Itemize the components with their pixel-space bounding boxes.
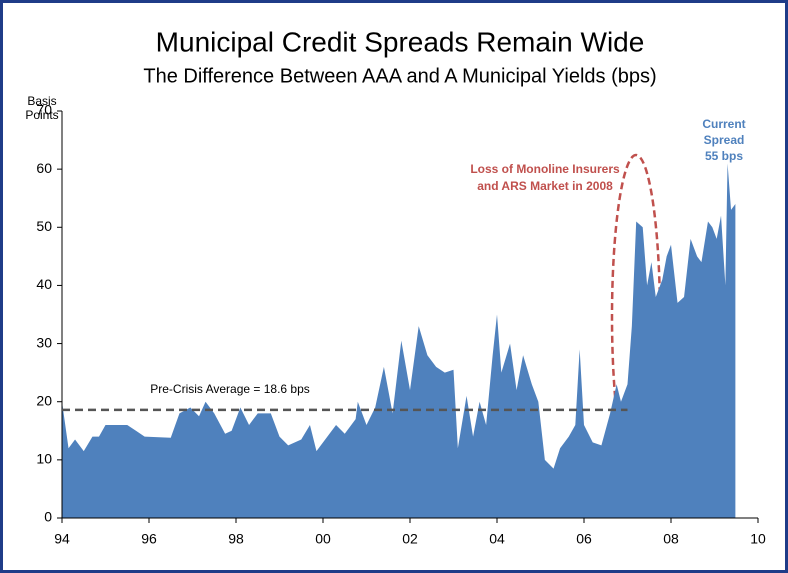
y-tick-label: 10 <box>36 451 52 467</box>
x-tick-label: 06 <box>576 531 592 547</box>
annotation: Current <box>702 117 745 131</box>
reference-label: Pre-Crisis Average = 18.6 bps <box>150 382 310 396</box>
y-tick-label: 60 <box>36 160 52 176</box>
y-tick-label: 20 <box>36 392 52 408</box>
annotation: Loss of Monoline Insurers <box>470 162 620 176</box>
y-tick-label: 30 <box>36 334 52 350</box>
chart-subtitle: The Difference Between AAA and A Municip… <box>143 65 656 87</box>
chart-title: Municipal Credit Spreads Remain Wide <box>156 26 645 57</box>
annotation: 55 bps <box>705 149 743 163</box>
x-tick-label: 02 <box>402 531 418 547</box>
y-axis-label: Basis <box>27 94 56 108</box>
x-tick-label: 94 <box>54 531 70 547</box>
x-tick-label: 98 <box>228 531 244 547</box>
y-tick-label: 40 <box>36 276 52 292</box>
y-axis-label: Points <box>25 108 58 122</box>
x-tick-label: 00 <box>315 531 331 547</box>
annotation: and ARS Market in 2008 <box>477 179 613 193</box>
x-tick-label: 08 <box>663 531 679 547</box>
y-tick-label: 70 <box>36 102 52 118</box>
annotation: Spread <box>704 133 745 147</box>
y-tick-label: 50 <box>36 218 52 234</box>
x-tick-label: 10 <box>750 531 766 547</box>
y-tick-label: 0 <box>44 509 52 525</box>
x-tick-label: 04 <box>489 531 505 547</box>
x-tick-label: 96 <box>141 531 157 547</box>
area <box>62 163 736 519</box>
